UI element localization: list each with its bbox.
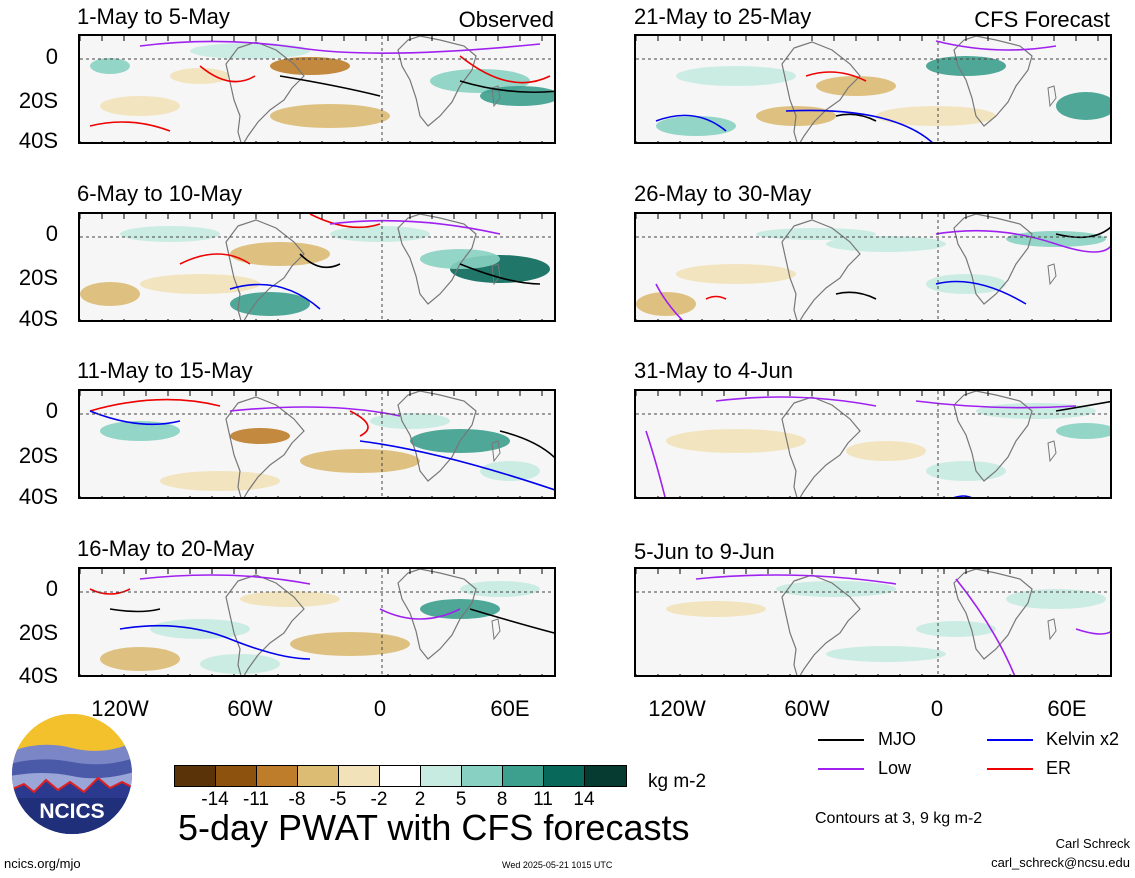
lat-label: 20S: [18, 265, 58, 290]
pwat-map: [636, 214, 1110, 320]
ncics-logo-icon: NCICS: [12, 714, 132, 834]
panel-title: 16-May to 20-May: [77, 536, 255, 561]
panel-title: 5-Jun to 9-Jun: [634, 539, 775, 564]
panel-tag: CFS Forecast: [974, 7, 1110, 32]
lon-label: 60E: [1047, 696, 1087, 721]
panel-title: 6-May to 10-May: [77, 181, 243, 206]
pwat-map: [80, 36, 554, 142]
legend-label-kelvin: Kelvin x2: [1046, 729, 1120, 749]
colorbar-label: -2: [370, 789, 388, 810]
colorbar-swatch: [421, 766, 462, 786]
lat-label: 40S: [18, 484, 58, 509]
map-panel: [78, 34, 556, 144]
map-panel: [78, 212, 556, 322]
lat-label: 40S: [18, 663, 58, 688]
lat-label: 0: [45, 44, 58, 69]
lon-label: 120W: [648, 696, 706, 721]
legend-label-low: Low: [878, 758, 912, 778]
colorbar-swatch: [503, 766, 544, 786]
lat-label: 0: [45, 398, 58, 423]
panel-title: 21-May to 25-May: [634, 4, 812, 29]
colorbar-swatch: [462, 766, 503, 786]
colorbar-label: -5: [329, 789, 347, 810]
legend-label-mjo: MJO: [878, 729, 916, 749]
colorbar-label: 14: [573, 789, 595, 810]
colorbar-label: -11: [242, 789, 270, 810]
ncics-logo: NCICS: [10, 712, 134, 836]
colorbar-swatch: [175, 766, 216, 786]
panel-title: 11-May to 15-May: [77, 358, 253, 383]
legend-line-low: [818, 768, 864, 770]
pwat-map: [636, 569, 1110, 675]
map-panel: [634, 567, 1112, 677]
pwat-map: [80, 391, 554, 497]
footer-author: Carl Schreck: [1055, 836, 1130, 851]
colorbar-swatch: [544, 766, 585, 786]
pwat-map: [80, 214, 554, 320]
panel-tag: Observed: [458, 7, 554, 32]
lon-label: 60W: [784, 696, 830, 721]
lat-label: 0: [45, 576, 58, 601]
map-panel: [78, 389, 556, 499]
lon-label: 60W: [227, 696, 273, 721]
lat-label: 20S: [18, 620, 58, 645]
colorbar-label: 8: [496, 789, 508, 810]
panel-title: 31-May to 4-Jun: [634, 358, 793, 383]
colorbar-swatch: [257, 766, 298, 786]
colorbar-swatch: [298, 766, 339, 786]
lat-label: 40S: [18, 128, 58, 153]
legend-line-er: [987, 768, 1033, 770]
lat-label: 20S: [18, 443, 58, 468]
main-title: 5-day PWAT with CFS forecasts: [178, 807, 690, 848]
panel-title: 26-May to 30-May: [634, 181, 812, 206]
logo-text: NCICS: [39, 800, 104, 823]
footer-email[interactable]: carl_schreck@ncsu.edu: [991, 855, 1130, 870]
footer-url[interactable]: ncics.org/mjo: [4, 856, 81, 871]
legend-line-kelvin: [987, 739, 1033, 741]
pwat-map: [80, 569, 554, 675]
lon-label: 0: [373, 696, 387, 721]
colorbar-label: -8: [288, 789, 306, 810]
colorbar-label: 5: [455, 789, 467, 810]
lon-label: 60E: [490, 696, 530, 721]
map-panel: [634, 34, 1112, 144]
map-panel: [634, 389, 1112, 499]
colorbar-label: 11: [533, 789, 553, 810]
lon-label: 120W: [91, 696, 149, 721]
colorbar-swatch: [339, 766, 380, 786]
map-panel: [78, 567, 556, 677]
colorbar-swatch: [380, 766, 421, 786]
map-panel: [634, 212, 1112, 322]
lat-label: 40S: [18, 306, 58, 331]
colorbar-label: -14: [201, 789, 229, 810]
colorbar-swatch: [585, 766, 626, 786]
pwat-map: [636, 391, 1110, 497]
lat-label: 0: [45, 221, 58, 246]
panel-title: 1-May to 5-May: [77, 4, 230, 29]
lat-label: 20S: [18, 88, 58, 113]
lon-label: 0: [930, 696, 944, 721]
legend-line-mjo: [818, 739, 864, 741]
colorbar-units: kg m-2: [648, 771, 707, 792]
pwat-map: [636, 36, 1110, 142]
legend-label-er: ER: [1046, 758, 1072, 778]
colorbar-swatch: [216, 766, 257, 786]
colorbar-label: 2: [414, 789, 426, 810]
footer-timestamp: Wed 2025-05-21 1015 UTC: [502, 860, 613, 870]
colorbar: [174, 765, 627, 787]
contours-note: Contours at 3, 9 kg m-2: [815, 810, 983, 827]
